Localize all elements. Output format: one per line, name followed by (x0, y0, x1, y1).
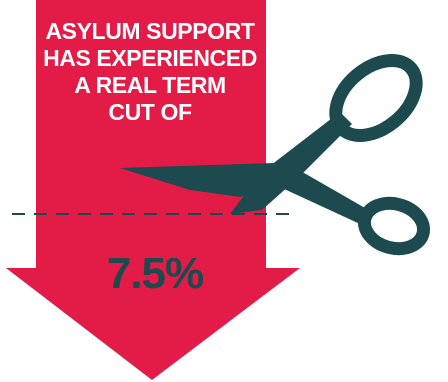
scissors-blade-lower (120, 163, 285, 197)
headline-line-1: ASYLUM SUPPORT (45, 18, 255, 44)
headline: ASYLUM SUPPORT HAS EXPERIENCED A REAL TE… (40, 18, 260, 126)
headline-line-2: HAS EXPERIENCED (43, 45, 257, 71)
down-arrow-shape (6, 0, 300, 380)
headline-line-4: CUT OF (108, 99, 192, 125)
scissors-arm-lower (272, 166, 372, 224)
scissors-handle-upper (329, 54, 423, 142)
cut-percentage: 7.5% (106, 249, 204, 298)
scissors-blade-upper (230, 112, 352, 214)
scissors-handle-lower (357, 196, 431, 256)
headline-line-3: A REAL TERM (74, 72, 226, 98)
